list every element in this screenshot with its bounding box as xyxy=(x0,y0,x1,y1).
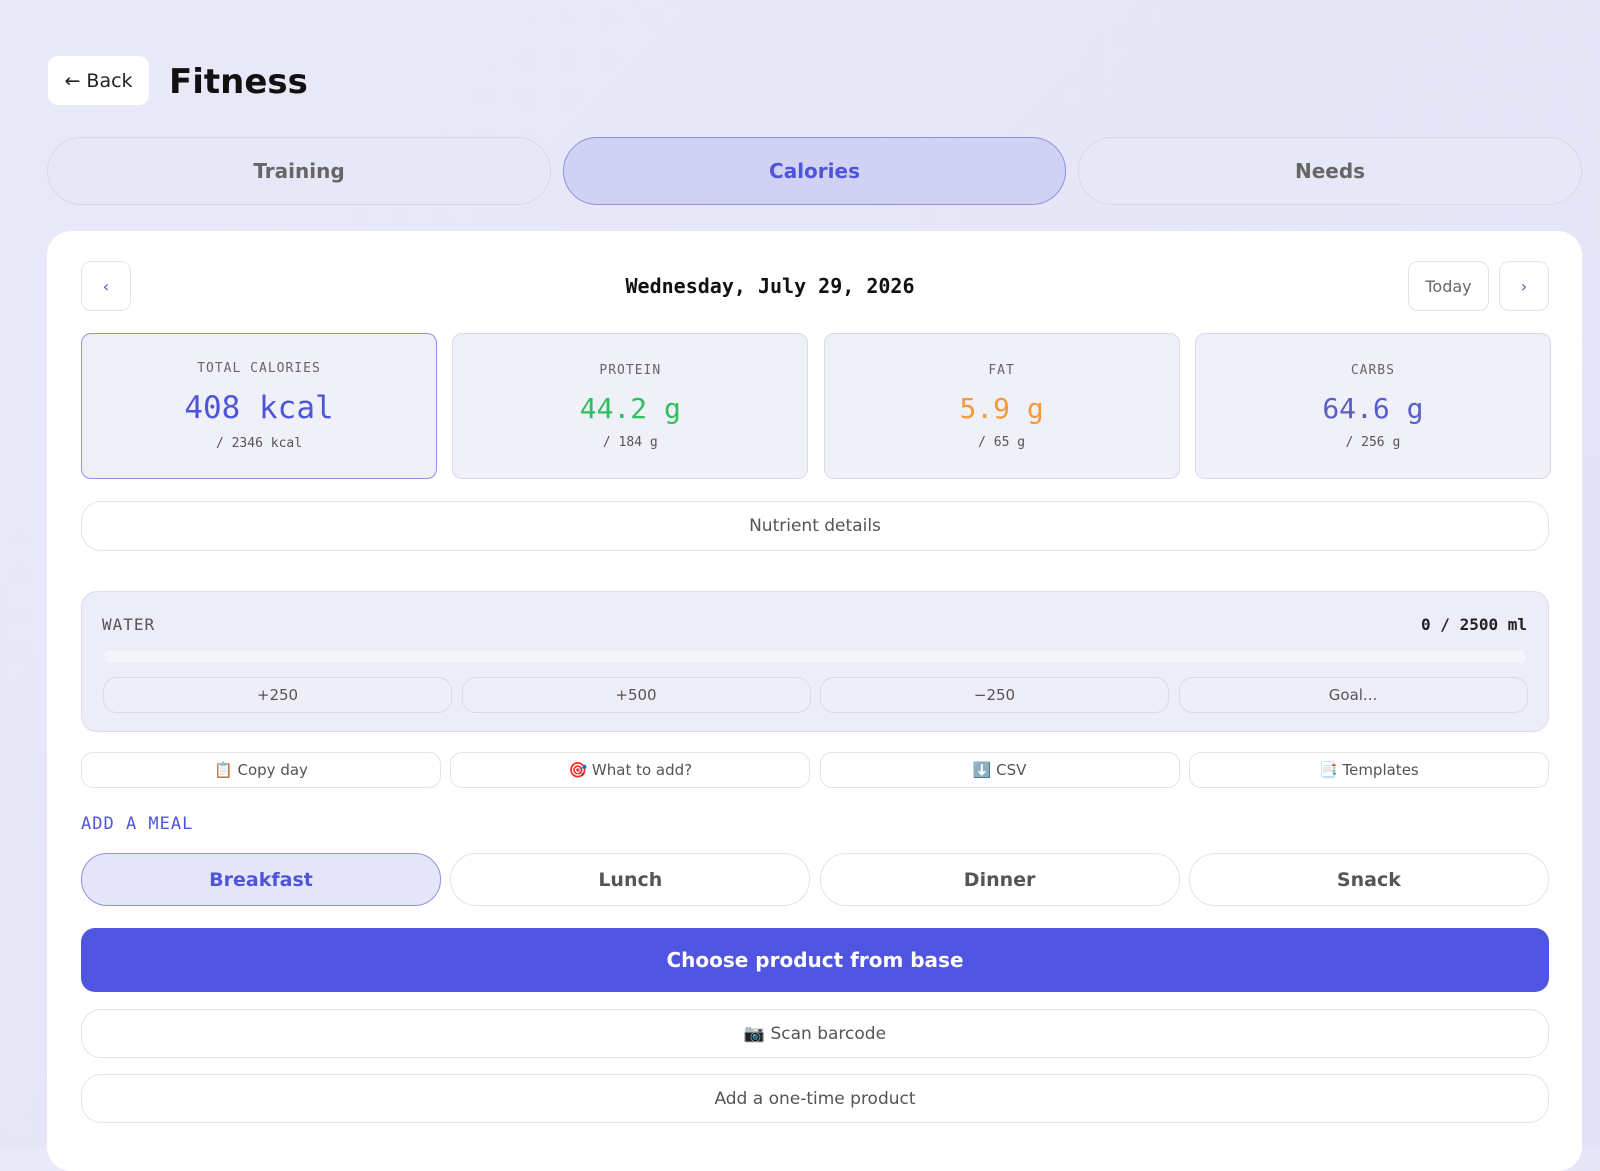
stat-label: CARBS xyxy=(1350,362,1395,378)
stat-value: 408 kcal xyxy=(184,390,334,426)
stat-goal: / 184 g xyxy=(602,434,658,450)
next-day[interactable]: › xyxy=(1499,261,1549,311)
stat-value: 44.2 g xyxy=(579,391,681,425)
meal-button[interactable]: Lunch xyxy=(450,853,811,906)
date: Wednesday, July 29, 2026 xyxy=(625,274,915,298)
action-button[interactable]: 📋 Copy day xyxy=(81,752,441,788)
water-amount: 0 / 2500 ml xyxy=(1421,614,1527,634)
stat-card: CARBS 64.6 g / 256 g xyxy=(1194,333,1551,479)
stat-card: TOTAL CALORIES 408 kcal / 2346 kcal xyxy=(81,333,437,479)
action-button[interactable]: ⬇️ CSV xyxy=(819,752,1180,788)
stat-label: FAT xyxy=(988,362,1015,378)
water-label: WATER xyxy=(102,614,156,634)
stat-label: TOTAL CALORIES xyxy=(197,361,321,376)
meal-button[interactable]: Dinner xyxy=(819,853,1180,906)
app: ← Back Fitness Training Calories Needs ‹… xyxy=(0,0,1600,1147)
stat-goal: / 256 g xyxy=(1345,434,1401,450)
page: Fitness {"header": {"back": "← Back", "t… xyxy=(0,0,1600,1147)
back-button[interactable]: ← Back xyxy=(48,56,149,105)
stat-card: PROTEIN 44.2 g / 184 g xyxy=(452,333,809,479)
water-button[interactable]: +500 xyxy=(461,677,811,713)
water-progress xyxy=(104,650,1526,663)
stat-goal: / 65 g xyxy=(978,434,1026,450)
meal-button[interactable]: Snack xyxy=(1188,853,1549,906)
action-button[interactable]: 🎯 What to add? xyxy=(450,752,811,788)
stat-label: PROTEIN xyxy=(599,362,662,378)
water-button[interactable]: +250 xyxy=(103,677,452,713)
nutrient-details[interactable]: Nutrient details xyxy=(81,501,1549,551)
prev-day[interactable]: ‹ xyxy=(81,261,131,311)
meal-title: ADD A MEAL xyxy=(81,814,194,834)
meal-button[interactable]: Breakfast xyxy=(81,853,441,906)
stat-card: FAT 5.9 g / 65 g xyxy=(823,333,1180,479)
tab[interactable]: Calories xyxy=(563,137,1066,205)
stat-value: 64.6 g xyxy=(1322,391,1424,425)
water-button[interactable]: −250 xyxy=(820,677,1169,713)
one-time-button[interactable]: Add a one-time product xyxy=(81,1074,1549,1123)
scan-button[interactable]: 📷 Scan barcode xyxy=(81,1009,1549,1058)
tab[interactable]: Needs xyxy=(1078,137,1582,205)
primary-button[interactable]: Choose product from base xyxy=(81,928,1549,992)
page-title: Fitness xyxy=(169,62,308,102)
water-button[interactable]: Goal... xyxy=(1178,677,1528,713)
tab[interactable]: Training xyxy=(47,137,551,205)
stat-goal: / 2346 kcal xyxy=(215,436,303,451)
action-button[interactable]: 📑 Templates xyxy=(1188,752,1549,788)
today-button[interactable]: Today xyxy=(1408,261,1489,311)
stat-value: 5.9 g xyxy=(959,391,1044,425)
